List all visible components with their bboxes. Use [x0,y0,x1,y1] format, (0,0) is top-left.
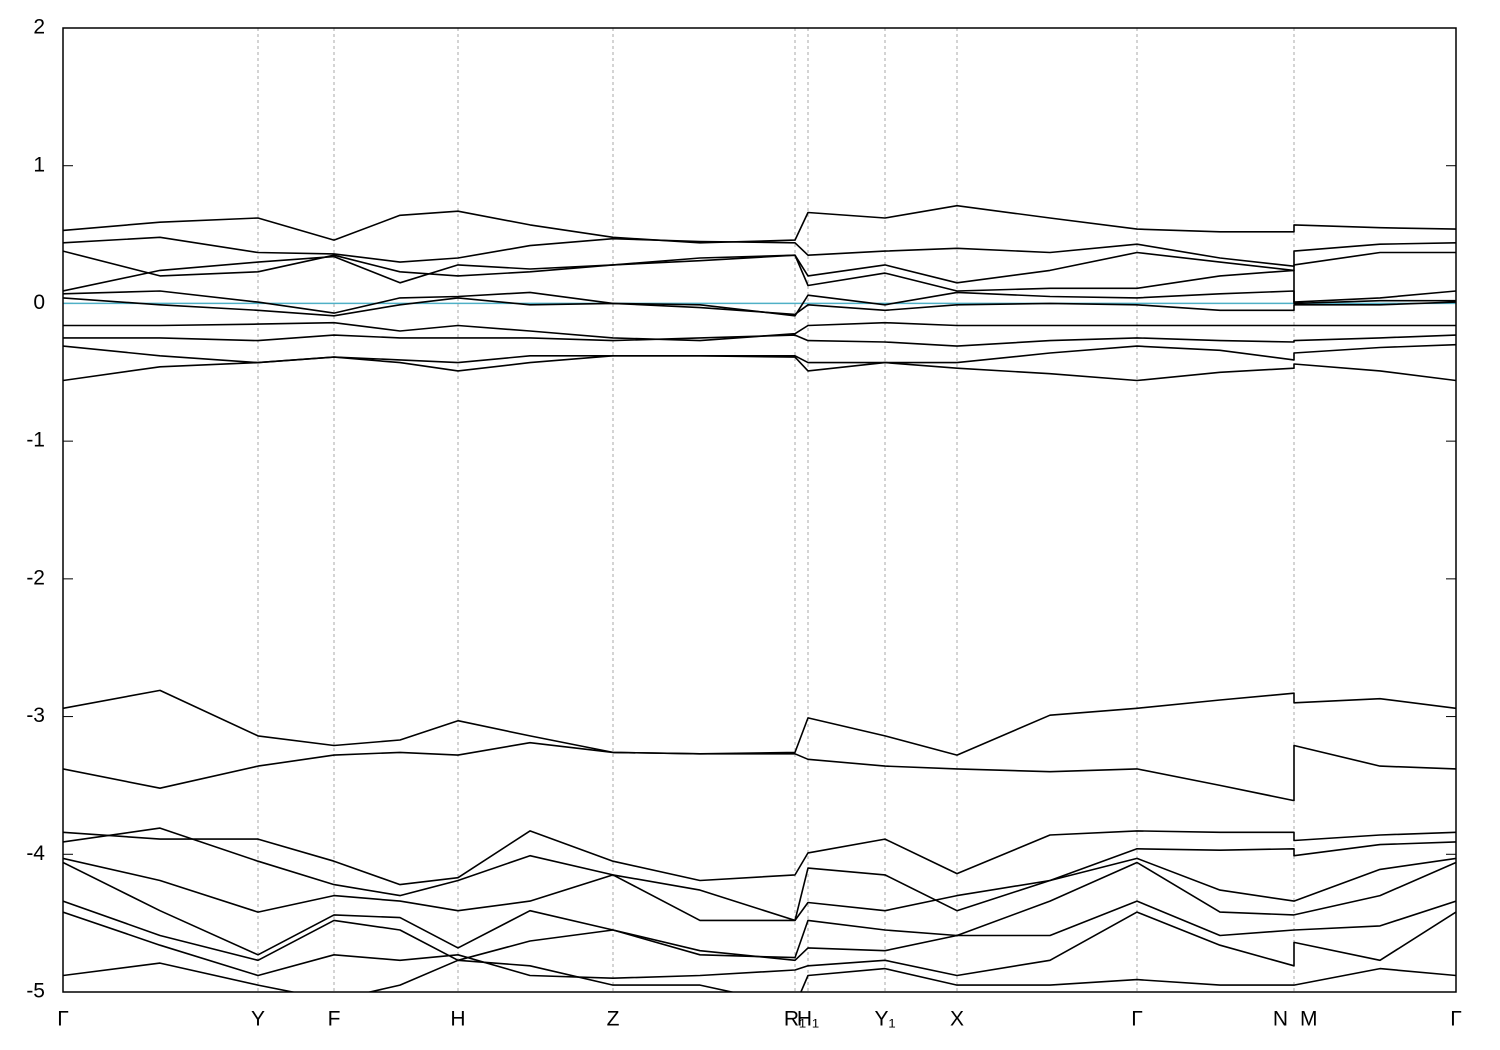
y-tick-label: 1 [33,153,45,176]
band-line [63,827,1456,922]
y-tick-label: 0 [33,291,45,314]
x-tick-label: R₁ [784,1008,806,1031]
y-tick-label: -3 [26,704,45,727]
band-line [63,236,1456,267]
band-line [63,321,1456,342]
plot-area [63,204,1456,992]
x-tick-label: Y₁ [874,1008,895,1031]
x-tick-label: M [1300,1008,1318,1031]
y-tick-label: 2 [33,16,45,39]
band-line [63,959,1456,992]
band-line [63,861,1456,959]
x-tick-label: H₁ [797,1008,819,1031]
x-tick-label: Z [607,1008,620,1031]
y-tick-label: -1 [26,429,45,452]
band-line [63,857,1456,922]
y-tick-label: -5 [26,980,45,1003]
band-line [63,741,1456,802]
x-tick-label: H [450,1008,465,1031]
band-line [63,297,1456,317]
band-line [63,254,1456,303]
band-line [63,911,1456,979]
x-tick-label: N [1273,1008,1288,1031]
band-line [63,250,1456,284]
x-tick-label: Γ [1131,1008,1143,1031]
x-tick-label: Γ [1450,1008,1462,1031]
band-line [63,355,1456,382]
x-tick-label: Y [251,1008,265,1031]
band-line [63,900,1456,962]
band-line [63,334,1456,347]
band-line [63,204,1456,244]
y-tick-label: -2 [26,566,45,589]
band-line [63,689,1456,756]
x-tick-label: Γ [57,1008,69,1031]
band-line [63,290,1456,317]
x-tick-label: F [328,1008,341,1031]
x-tick-label: X [950,1008,964,1031]
y-tick-label: -4 [26,842,45,865]
band-line [63,830,1456,886]
plot-frame [62,27,1457,993]
